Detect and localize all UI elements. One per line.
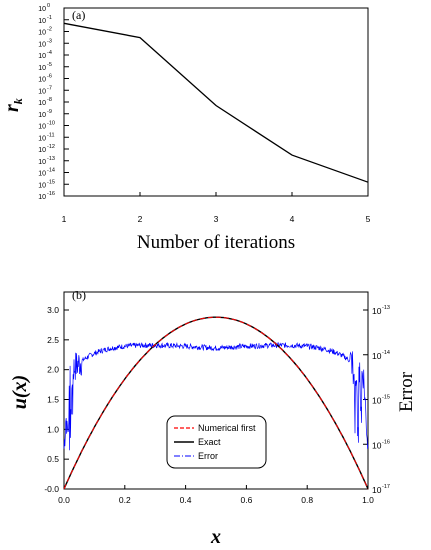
panel-b-legend: Numerical first Exact Error [166,415,267,469]
a-y-tick-label: 10 [38,194,46,201]
panel-a-ylabel-main: r [1,104,23,112]
panel-a-x-axis-title: Number of iterations [137,232,295,253]
a-y-tick-exponent: -2 [47,27,52,33]
b-left-tick-label: 2.0 [47,365,59,375]
a-y-tick-label: 10 [38,6,46,13]
panel-b-y-axis-title: u(x) [9,375,31,409]
a-y-tick-label: 10 [38,41,46,48]
b-right-tick-label: 10 [372,351,382,361]
a-y-tick-label: 10 [38,65,46,72]
b-x-tick-label: 0.2 [119,495,131,505]
panel-a-frame [63,7,369,197]
b-right-tick-exponent: -14 [382,350,390,356]
a-y-tick-exponent: -1 [47,15,52,21]
a-y-tick-label: 10 [38,124,46,131]
a-y-tick-exponent: -10 [47,121,55,127]
b-right-tick-exponent: -17 [382,484,390,490]
panel-b-left-y-ticks: -0.0 0.5 1.0 1.5 2.0 2.5 3.0 [44,305,69,494]
panel-a-residual-line [63,22,369,183]
a-y-tick-exponent: -5 [47,62,52,68]
a-x-tick-label: 4 [290,214,295,224]
b-right-tick-label: 10 [372,396,382,406]
legend-label-numerical: Numerical first [198,423,256,433]
a-y-tick-exponent: -11 [47,132,55,138]
a-y-tick-exponent: 0 [47,3,50,9]
a-y-tick-exponent: -15 [47,179,55,185]
a-x-tick-label: 3 [214,214,219,224]
b-left-tick-label: -0.0 [44,484,59,494]
b-left-tick-label: 3.0 [47,305,59,315]
panel-b-label: (b) [72,288,86,302]
a-y-tick-exponent: -12 [47,144,55,150]
a-y-tick-exponent: -3 [47,38,52,44]
a-y-tick-exponent: -4 [47,50,52,56]
b-left-tick-label: 1.0 [47,424,59,434]
a-y-tick-exponent: -8 [47,97,52,103]
a-y-tick-label: 10 [38,112,46,119]
b-right-tick-exponent: -15 [382,395,390,401]
b-right-tick-label: 10 [372,440,382,450]
legend-label-error: Error [198,451,218,461]
a-y-tick-label: 10 [38,18,46,25]
a-y-tick-label: 10 [38,88,46,95]
a-y-tick-exponent: -14 [47,168,55,174]
a-y-tick-exponent: -13 [47,156,55,162]
b-x-tick-label: 0.6 [240,495,252,505]
b-right-tick-label: 10 [372,306,382,316]
panel-a-y-axis-title: rk [1,98,25,112]
panel-a-ylabel-sub: k [11,98,25,104]
panel-b-numerical-line [63,316,369,490]
a-y-tick-label: 10 [38,135,46,142]
a-x-tick-label: 1 [62,214,67,224]
panel-b-x-axis-title: x [210,526,221,548]
panel-a-label: (a) [72,8,85,22]
a-y-tick-label: 10 [38,100,46,107]
a-y-tick-label: 10 [38,171,46,178]
legend-label-exact: Exact [198,437,221,447]
a-x-tick-label: 5 [366,214,371,224]
a-y-tick-label: 10 [38,30,46,37]
a-y-tick-label: 10 [38,182,46,189]
a-y-tick-exponent: -16 [47,191,55,197]
panel-b-error-line [63,341,369,451]
panel-b-right-y-axis-title: Error [396,371,417,412]
legend-box [166,415,267,469]
a-y-tick-label: 10 [38,77,46,84]
b-x-tick-label: 0.0 [58,495,70,505]
b-right-tick-exponent: -13 [382,305,390,311]
a-y-tick-exponent: -6 [47,74,52,80]
a-y-tick-label: 10 [38,147,46,154]
b-x-tick-label: 1.0 [362,495,374,505]
b-left-tick-label: 1.5 [47,395,59,405]
b-x-tick-label: 0.4 [180,495,192,505]
a-y-tick-label: 10 [38,53,46,60]
a-x-tick-label: 2 [138,214,143,224]
a-y-tick-label: 10 [38,159,46,166]
panel-b-x-ticks: 0.0 0.2 0.4 0.6 0.8 1.0 [58,485,374,505]
b-right-tick-label: 10 [372,485,382,495]
panel-b-frame [63,291,369,490]
b-right-tick-exponent: -16 [382,439,390,445]
b-left-tick-label: 0.5 [47,454,59,464]
a-y-tick-exponent: -9 [47,109,52,115]
b-x-tick-label: 0.8 [301,495,313,505]
a-y-tick-exponent: -7 [47,85,52,91]
b-left-tick-label: 2.5 [47,335,59,345]
panel-a-x-ticks: 1 2 3 4 5 [62,192,371,224]
